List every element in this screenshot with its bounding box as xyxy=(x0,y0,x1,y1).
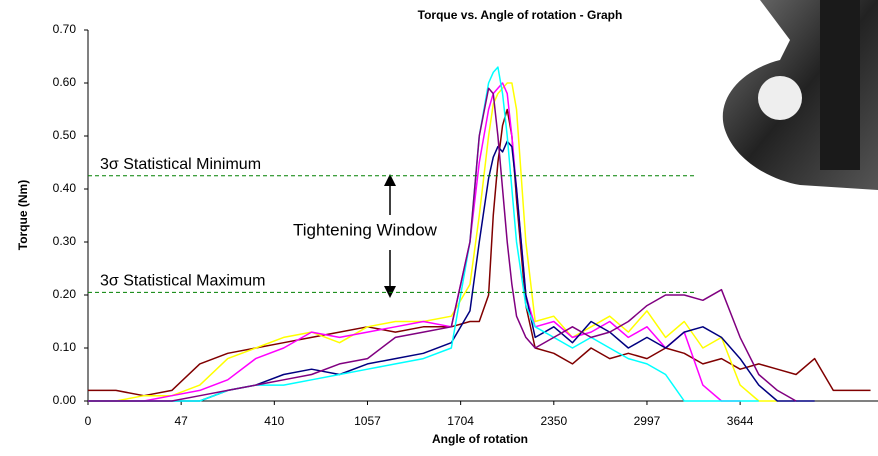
y-tick-label: 0.40 xyxy=(53,181,77,195)
y-tick-label: 0.70 xyxy=(53,22,77,36)
x-tick-label: 1704 xyxy=(447,414,474,428)
x-tick-label: 47 xyxy=(174,414,188,428)
y-tick-label: 0.10 xyxy=(53,340,77,354)
series-line xyxy=(88,82,741,402)
series-line xyxy=(88,82,778,402)
y-tick-label: 0.30 xyxy=(53,234,77,248)
y-tick-label: 0.20 xyxy=(53,287,77,301)
x-tick-label: 3644 xyxy=(727,414,754,428)
series-line xyxy=(88,87,797,402)
annotation: Tightening Window xyxy=(293,220,438,239)
chart-title: Torque vs. Angle of rotation - Graph xyxy=(418,8,623,22)
y-tick-label: 0.00 xyxy=(53,393,77,407)
reference-label: 3σ Statistical Maximum xyxy=(100,273,265,290)
x-axis-label: Angle of rotation xyxy=(432,432,528,446)
y-axis-label: Torque (Nm) xyxy=(16,180,30,250)
x-tick-label: 0 xyxy=(85,414,92,428)
product-photo xyxy=(715,0,878,196)
x-tick-label: 410 xyxy=(264,414,284,428)
reference-label: 3σ Statistical Minimum xyxy=(100,156,261,173)
y-tick-label: 0.50 xyxy=(53,128,77,142)
x-tick-label: 2350 xyxy=(540,414,567,428)
series-line xyxy=(88,140,815,402)
x-tick-label: 1057 xyxy=(354,414,381,428)
y-tick-label: 0.60 xyxy=(53,75,77,89)
x-tick-label: 2997 xyxy=(634,414,661,428)
